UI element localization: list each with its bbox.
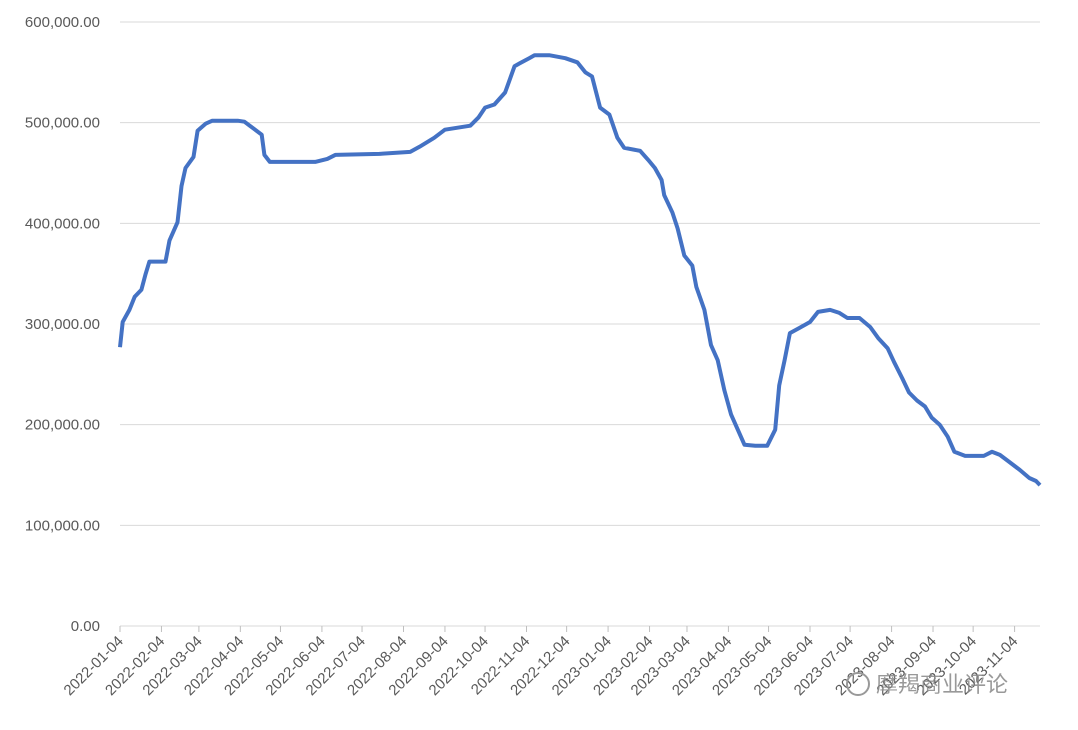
y-tick-label: 0.00: [71, 618, 100, 635]
watermark: 摩羯商业评论: [846, 672, 1008, 697]
y-tick-label: 400,000.00: [25, 215, 100, 232]
data-line: [118, 53, 1042, 487]
watermark-text: 摩羯商业评论: [876, 672, 1008, 697]
plot: 0.00 100,000.00 200,000.00 300,000.00 400,00…: [25, 14, 1042, 699]
watermark-icon: [846, 672, 870, 696]
y-tick-label: 100,000.00: [25, 517, 100, 534]
y-tick-label: 600,000.00: [25, 14, 100, 31]
y-tick-label: 500,000.00: [25, 115, 100, 132]
y-tick-label: 200,000.00: [25, 417, 100, 434]
y-tick-label: 300,000.00: [25, 316, 100, 333]
